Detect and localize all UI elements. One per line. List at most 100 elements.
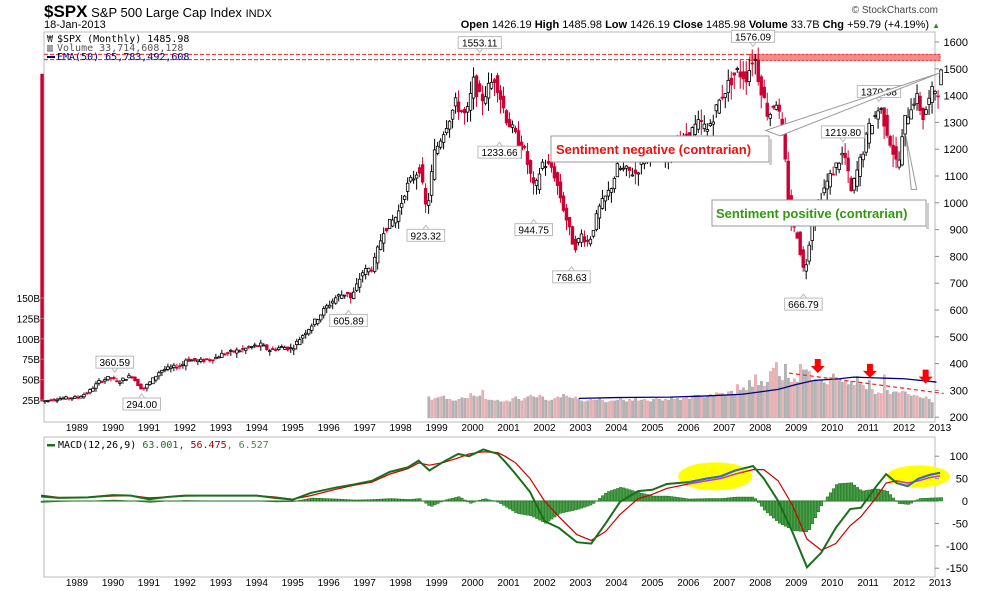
macd-histogram-bar <box>511 500 515 512</box>
macd-histogram-bar <box>667 495 671 502</box>
volume-bar <box>460 397 464 419</box>
volume-bar <box>583 401 586 419</box>
copyright-link[interactable]: © StockCharts.com <box>851 5 938 16</box>
callout-shadow <box>769 139 772 165</box>
volume-bar <box>622 399 625 419</box>
year-axis-label: 1999 <box>425 423 448 434</box>
macd-histogram-bar <box>583 500 587 508</box>
macd-histogram-bar <box>736 496 740 502</box>
volume-bar <box>457 399 461 419</box>
macd-histogram-bar <box>685 498 689 502</box>
price-label-pointer <box>345 309 352 315</box>
candle-body <box>627 166 632 171</box>
macd-histogram-bar <box>586 500 590 507</box>
candle-body <box>558 181 563 199</box>
price-axis-label: 1400 <box>944 91 968 103</box>
volume-bar <box>454 400 458 419</box>
candle-body <box>265 344 269 350</box>
year-axis-label: 1998 <box>390 578 413 589</box>
year-axis-label: 2004 <box>605 578 628 589</box>
year-axis-label: 2012 <box>893 423 916 434</box>
year-axis-label: 1991 <box>138 578 161 589</box>
candle-body <box>334 297 338 304</box>
volume-bar <box>433 398 437 419</box>
macd-histogram-bar <box>352 499 356 502</box>
candle-body <box>891 144 895 155</box>
candle-body <box>121 377 125 381</box>
change-value: +59.79 (+4.19%) <box>847 19 930 31</box>
candle-body <box>103 378 107 382</box>
year-axis-label: 2005 <box>641 578 664 589</box>
volume-bar <box>694 394 697 419</box>
candle-body <box>40 73 44 402</box>
macd-histogram-bar <box>43 500 47 503</box>
macd-histogram-bar <box>598 498 602 502</box>
candle-body <box>828 173 832 188</box>
macd-histogram-bar <box>460 497 464 502</box>
volume-bar <box>544 399 548 419</box>
candle-body <box>375 246 380 264</box>
candle-body <box>340 294 344 299</box>
volume-bar <box>670 396 673 419</box>
candle-body <box>453 97 458 107</box>
volume-bar <box>820 379 823 419</box>
candle-body <box>85 392 89 395</box>
macd-histogram-bar <box>409 499 413 502</box>
candle-body <box>175 366 179 369</box>
candle-body <box>109 377 113 380</box>
volume-bar <box>918 397 922 419</box>
candle-body <box>250 346 254 348</box>
macd-histogram-bar <box>319 498 323 502</box>
year-axis-label: 1997 <box>354 423 377 434</box>
ohlc-summary: Open 1426.19 High 1485.98 Low 1426.19 Cl… <box>461 19 940 31</box>
volume-bar <box>846 384 850 419</box>
macd-histogram-bar <box>340 499 344 502</box>
callout-pointer <box>764 72 941 137</box>
candle-body <box>94 383 98 389</box>
macd-histogram-bar <box>448 498 452 502</box>
volume-bar <box>727 391 730 419</box>
candle-body <box>480 93 485 102</box>
volume-bar <box>733 394 736 419</box>
volume-bar <box>903 391 907 419</box>
macd-histogram-bar <box>748 496 752 502</box>
volume-bar <box>475 396 479 419</box>
sentiment-negative-text: Sentiment negative (contrarian) <box>556 142 751 157</box>
candle-body <box>286 346 290 351</box>
macd-histogram-bar <box>765 500 770 514</box>
candle-body <box>924 109 928 115</box>
price-label-box <box>329 313 368 327</box>
candle-body <box>537 173 542 191</box>
ema-polyline <box>578 376 937 400</box>
resistance-box <box>748 53 941 61</box>
volume-bar <box>427 396 431 419</box>
macd-axis-label: -150 <box>946 563 968 575</box>
year-axis-label: 1995 <box>282 578 305 589</box>
volume-axis-label: 100B <box>17 335 41 346</box>
candle-body <box>597 205 602 219</box>
candle-body <box>594 213 599 230</box>
candle-body <box>771 105 775 108</box>
ema-legend-swatch <box>47 56 55 58</box>
volume-bar <box>855 376 859 419</box>
macd-histogram-bar <box>334 498 338 502</box>
macd-histogram-bar <box>888 494 892 502</box>
year-axis-label: 2004 <box>605 423 628 434</box>
annotations: Sentiment negative (contrarian) Sentiment… <box>550 72 941 229</box>
macd-legend: MACD(12,26,9) 63.001, 56.475, 6.527 <box>58 440 269 451</box>
candle-body <box>328 304 332 308</box>
candle-body <box>708 123 712 127</box>
volume-bar <box>688 399 691 419</box>
high-label: High <box>534 19 560 31</box>
price-axis-label: 1100 <box>944 171 968 183</box>
volume-bar <box>811 381 814 419</box>
volume-bar <box>802 369 805 419</box>
price-label: 1576.09 <box>735 32 772 43</box>
callout-pointer <box>905 135 918 190</box>
candle-body <box>762 86 766 99</box>
candle-body <box>909 109 913 120</box>
candle-body <box>615 163 620 178</box>
candle-body <box>768 113 772 119</box>
candle-body <box>750 62 754 65</box>
candle-body <box>414 174 419 179</box>
